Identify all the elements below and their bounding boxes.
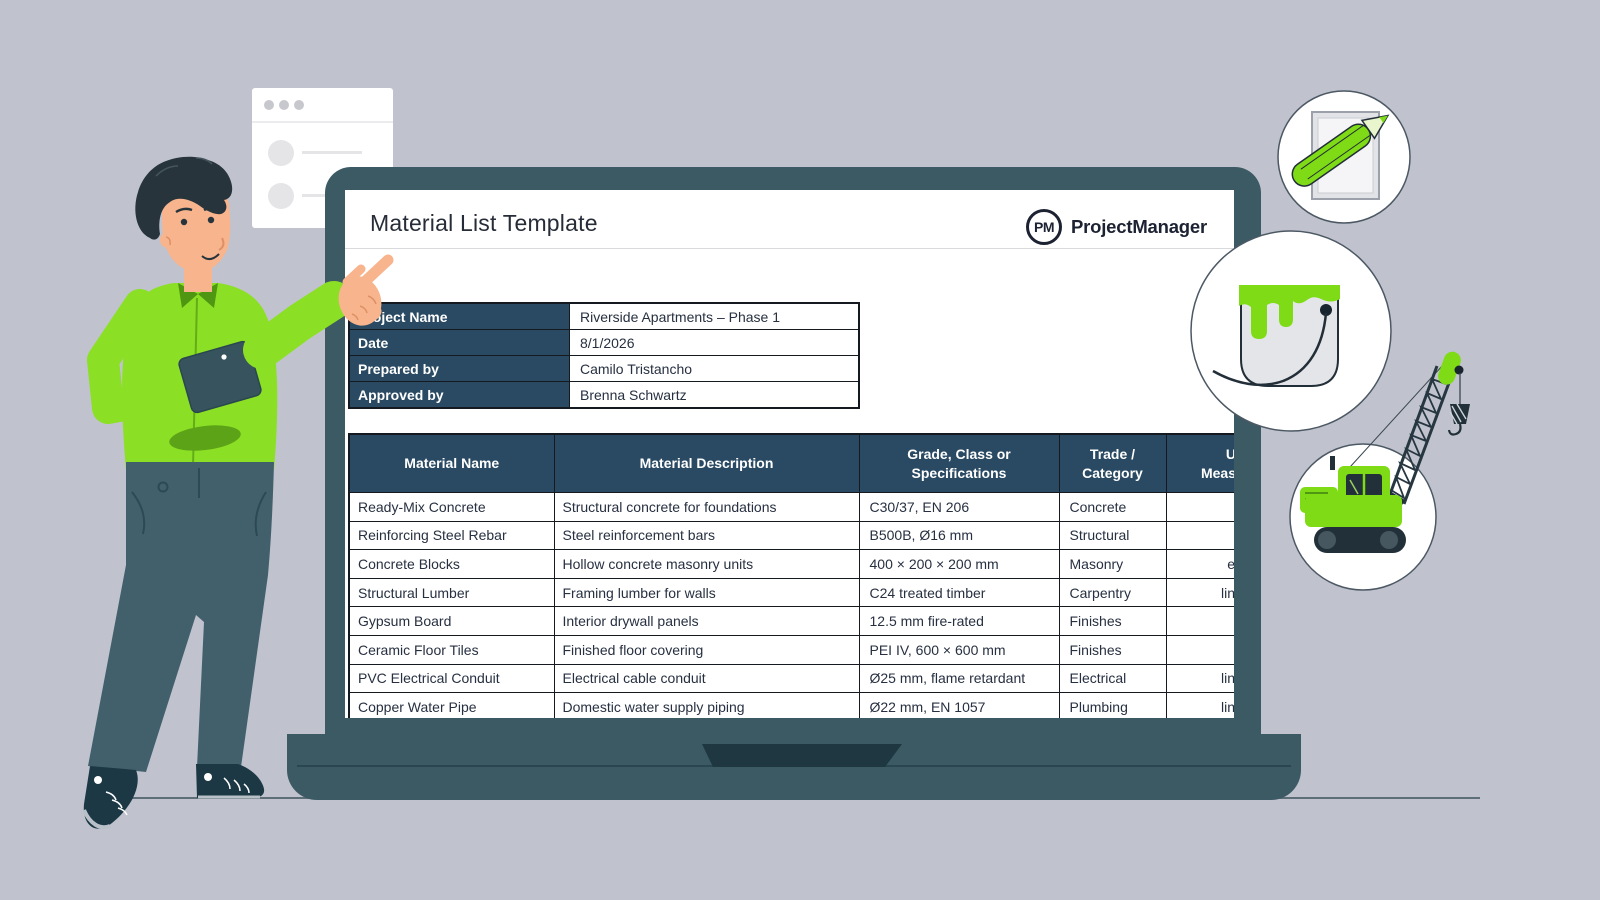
crane-hook-icon — [1447, 423, 1462, 436]
table-cell — [1165, 520, 1234, 551]
table-cell: Domestic water supply piping — [553, 692, 860, 718]
material-table-body: Ready-Mix Concrete Structural concrete fo… — [348, 492, 1234, 718]
table-cell: B500B, Ø16 mm — [858, 520, 1060, 551]
table-row: Ready-Mix Concrete Structural concrete fo… — [348, 492, 1234, 522]
table-cell: C24 treated timber — [858, 577, 1060, 608]
column-header: Trade / Category — [1058, 433, 1167, 493]
material-table: Material Name Material Description Grade… — [348, 433, 1234, 718]
table-cell: Steel reinforcement bars — [553, 520, 860, 551]
table-cell — [1165, 606, 1234, 636]
table-row: Gypsum Board Interior drywall panels 12.5 … — [348, 606, 1234, 636]
table-cell: Framing lumber for walls — [553, 577, 860, 608]
table-cell: e — [1165, 549, 1234, 579]
laptop-screen: Material List Template PM ProjectManager… — [345, 190, 1234, 718]
card-divider — [252, 121, 393, 123]
table-cell: Ready-Mix Concrete — [348, 492, 555, 522]
table-cell: Electrical cable conduit — [553, 663, 860, 694]
crane-boom-lattice — [1390, 377, 1447, 501]
pencil-icon — [1291, 114, 1390, 187]
table-cell: Electrical — [1058, 663, 1167, 694]
project-manager-logo: PM ProjectManager — [1026, 209, 1207, 245]
window-dot-icon — [279, 100, 289, 110]
table-cell: Copper Water Pipe — [348, 692, 555, 718]
laptop-base — [287, 734, 1301, 800]
table-row: Prepared by Camilo Tristancho — [348, 355, 860, 382]
info-value: Riverside Apartments – Phase 1 — [569, 302, 860, 330]
table-header-row: Material Name Material Description Grade… — [348, 433, 1234, 493]
table-row: Date 8/1/2026 — [348, 329, 860, 356]
column-header: Material Description — [553, 433, 860, 493]
table-cell: lin — [1165, 692, 1234, 718]
pointing-hand — [338, 254, 394, 326]
crawler-crane-badge — [1289, 351, 1470, 591]
table-cell: lin — [1165, 577, 1234, 608]
crane-machine — [1300, 456, 1406, 553]
page-title: Material List Template — [370, 210, 598, 236]
pants — [88, 462, 274, 772]
table-cell: Finished floor covering — [553, 634, 860, 665]
info-label: Approved by — [348, 381, 570, 409]
table-cell: Plumbing — [1058, 692, 1167, 718]
bucket-handle — [1212, 312, 1328, 387]
list-line — [302, 151, 362, 154]
hair — [135, 156, 233, 240]
table-cell: PEI IV, 600 × 600 mm — [858, 634, 1060, 665]
table-cell: Ceramic Floor Tiles — [348, 634, 555, 665]
shoes — [82, 764, 265, 830]
head — [135, 156, 233, 292]
pm-monogram-icon: PM — [1026, 209, 1062, 245]
pencil-and-paper-badge — [1277, 90, 1411, 224]
column-header-clipped: UMeas — [1165, 433, 1234, 493]
brand-name: ProjectManager — [1071, 216, 1207, 237]
table-row: Copper Water Pipe Domestic water supply p… — [348, 692, 1234, 718]
table-cell: Concrete — [1058, 492, 1167, 522]
table-cell: Masonry — [1058, 549, 1167, 579]
table-cell: Structural — [1058, 520, 1167, 551]
table-cell: Finishes — [1058, 634, 1167, 665]
table-cell: 12.5 mm fire-rated — [858, 606, 1060, 636]
table-row: Reinforcing Steel Rebar Steel reinforceme… — [348, 520, 1234, 551]
crane-hook-block — [1450, 404, 1470, 424]
table-cell: Carpentry — [1058, 577, 1167, 608]
project-info-table: Project Name Riverside Apartments – Phas… — [348, 302, 860, 409]
list-bullet-icon — [268, 140, 294, 166]
header-divider — [345, 248, 1234, 249]
info-value: Brenna Schwartz — [569, 381, 860, 409]
table-cell: Structural concrete for foundations — [553, 492, 860, 522]
info-label: Prepared by — [348, 355, 570, 382]
table-cell: lin — [1165, 663, 1234, 694]
table-cell: Hollow concrete masonry units — [553, 549, 860, 579]
window-dot-icon — [264, 100, 274, 110]
table-row: Approved by Brenna Schwartz — [348, 381, 860, 409]
table-row: PVC Electrical Conduit Electrical cable c… — [348, 663, 1234, 694]
info-label: Date — [348, 329, 570, 356]
table-cell: Reinforcing Steel Rebar — [348, 520, 555, 551]
table-cell: Finishes — [1058, 606, 1167, 636]
column-header: Grade, Class or Specifications — [858, 433, 1060, 493]
paint-bucket-badge — [1190, 230, 1392, 432]
table-cell: 400 × 200 × 200 mm — [858, 549, 1060, 579]
table-cell: Interior drywall panels — [553, 606, 860, 636]
column-header: Material Name — [348, 433, 555, 493]
laptop-hinge-notch — [702, 744, 902, 767]
table-cell: PVC Electrical Conduit — [348, 663, 555, 694]
table-row: Structural Lumber Framing lumber for wall… — [348, 577, 1234, 608]
table-cell: Ø25 mm, flame retardant — [858, 663, 1060, 694]
table-row: Ceramic Floor Tiles Finished floor coveri… — [348, 634, 1234, 665]
list-bullet-icon — [268, 183, 294, 209]
table-cell: C30/37, EN 206 — [858, 492, 1060, 522]
window-dot-icon — [294, 100, 304, 110]
table-cell — [1165, 634, 1234, 665]
info-value: 8/1/2026 — [569, 329, 860, 356]
info-value: Camilo Tristancho — [569, 355, 860, 382]
paint-drip-icon — [1239, 285, 1340, 339]
presenter-illustration — [82, 156, 394, 830]
table-row: Concrete Blocks Hollow concrete masonry u… — [348, 549, 1234, 579]
table-cell: Ø22 mm, EN 1057 — [858, 692, 1060, 718]
table-cell — [1165, 492, 1234, 522]
crane-boom-tip — [1438, 351, 1461, 385]
